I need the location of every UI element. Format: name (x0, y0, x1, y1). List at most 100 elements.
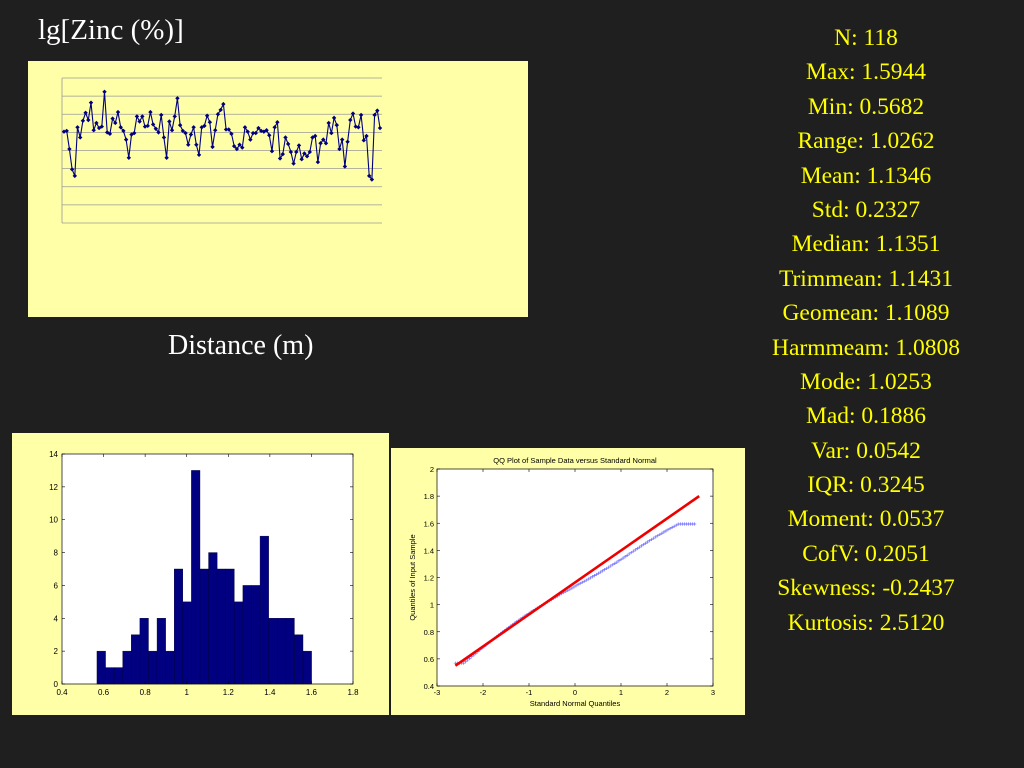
series-marker (358, 112, 364, 118)
series-line (63, 91, 381, 182)
histogram-x-tick-label: 0.8 (140, 688, 152, 697)
qq-point (568, 587, 572, 591)
series-marker (78, 135, 83, 140)
series-marker (113, 120, 118, 126)
series-marker (183, 130, 188, 136)
qq-point (464, 660, 468, 664)
series-chart (61, 77, 383, 224)
series-marker (199, 125, 204, 130)
series-marker (218, 107, 223, 113)
series-marker (231, 143, 237, 149)
qq-point (605, 566, 609, 571)
qq-point (590, 575, 594, 579)
qq-reference-line (454, 495, 700, 667)
qq-point (637, 545, 641, 549)
qq-plot-area (436, 468, 714, 687)
series-marker (83, 110, 88, 115)
series-marker (180, 128, 186, 134)
series-marker (175, 96, 180, 101)
histogram-bar (174, 568, 184, 685)
series-marker (150, 122, 156, 127)
qq-point (648, 539, 652, 543)
stat-geomean: Geomean: 1.1089 (782, 300, 950, 327)
qq-x-tick-label: -2 (480, 688, 487, 697)
qq-point (623, 555, 627, 559)
series-marker (277, 156, 283, 161)
histogram-x-tick-label: 1 (184, 688, 189, 697)
stat-mode: Mode: 1.0253 (800, 368, 932, 395)
stat-cofv: CofV: 0.2051 (802, 540, 930, 567)
qq-point (613, 561, 617, 565)
histogram-bar (208, 552, 218, 685)
stat-max: Max: 1.5944 (805, 59, 927, 86)
stat-var: Var: 0.0542 (811, 437, 921, 464)
qq-point (596, 571, 601, 575)
histogram-bar (225, 568, 235, 685)
series-marker (253, 130, 258, 136)
series-marker (107, 131, 113, 137)
histogram-bar (294, 634, 304, 685)
stat-trimmean: Trimmean: 1.1431 (778, 265, 954, 292)
qq-point (633, 548, 637, 552)
histogram-x-tick-label: 1.2 (223, 688, 235, 697)
histogram-y-tick-label: 2 (54, 647, 59, 656)
series-marker (164, 155, 169, 160)
series-marker (121, 128, 126, 134)
series-marker (375, 108, 380, 113)
series-marker (148, 109, 153, 115)
histogram-x-tick-label: 0.6 (98, 688, 110, 697)
histogram-bar (216, 568, 226, 685)
series-marker (69, 167, 75, 172)
histogram-y-tick-label: 8 (54, 549, 59, 558)
qq-point (619, 557, 623, 562)
stat-kurtosis: Kurtosis: 2.5120 (787, 609, 945, 636)
series-marker (172, 114, 177, 119)
qq-y-tick-label: 1.2 (424, 574, 434, 583)
series-marker (169, 128, 175, 133)
series-marker (167, 119, 172, 124)
qq-point (664, 529, 668, 533)
series-marker (132, 130, 137, 136)
series-marker (315, 159, 321, 165)
series-marker (177, 122, 183, 128)
qq-x-tick-label: 0 (573, 688, 577, 697)
histogram-x-tick-label: 0.4 (56, 688, 68, 697)
series-marker (356, 125, 361, 130)
qq-point (645, 540, 650, 544)
qq-x-tick-label: -3 (434, 688, 441, 697)
series-marker (221, 101, 226, 107)
series-marker (350, 111, 356, 116)
histogram-bar (148, 650, 158, 685)
series-marker (99, 124, 105, 129)
qq-point (627, 552, 631, 556)
qq-point (672, 524, 676, 528)
series-marker (194, 142, 199, 147)
series-marker (299, 157, 304, 162)
series-marker (64, 128, 69, 134)
series-marker (240, 145, 245, 150)
histogram-x-tick-label: 1.8 (347, 688, 359, 697)
qq-point (578, 581, 582, 586)
histogram-bar (242, 585, 252, 685)
qq-point (580, 580, 584, 585)
qq-x-tick-label: 3 (711, 688, 715, 697)
qq-point (639, 544, 644, 548)
qq-point (566, 588, 570, 592)
series-marker (186, 142, 191, 147)
histogram-bar (131, 634, 141, 685)
series-marker (250, 130, 256, 136)
statistics-list: N: 118 Max: 1.5944 Min: 0.5682 Range: 1.… (748, 21, 984, 640)
histogram-x-tick-label: 1.6 (306, 688, 318, 697)
qq-point (592, 574, 597, 578)
qq-point (570, 586, 574, 590)
qq-point (584, 578, 588, 582)
qq-point (652, 536, 656, 540)
qq-point (617, 559, 621, 563)
series-marker (210, 144, 215, 150)
series-marker (339, 137, 345, 142)
histogram-bar (139, 618, 149, 685)
series-marker (242, 125, 248, 130)
qq-y-tick-label: 1.6 (424, 519, 434, 528)
series-marker (245, 129, 250, 134)
qq-x-tick-label: 2 (665, 688, 669, 697)
